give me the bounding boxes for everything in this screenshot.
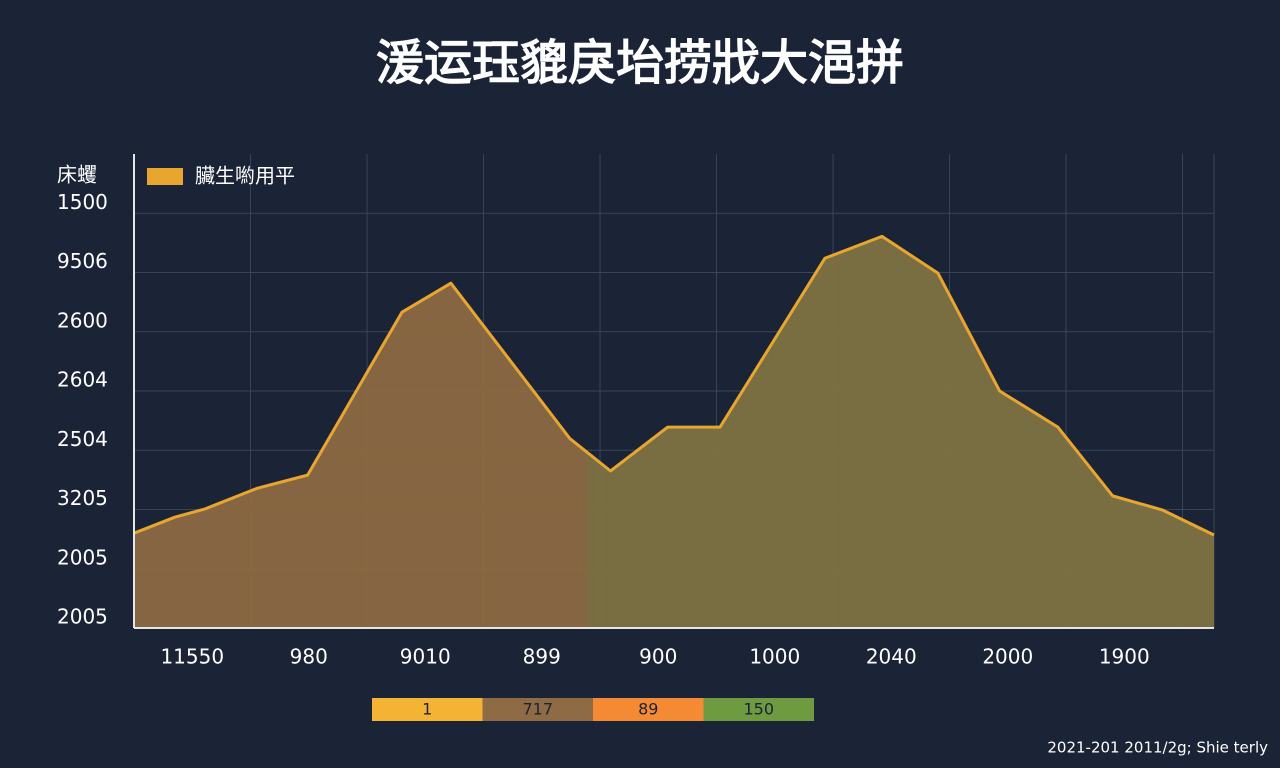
x-tick-label: 1900 [1099, 645, 1150, 669]
y-tick-label: 2005 [57, 605, 108, 629]
x-tick-label: 11550 [160, 645, 224, 669]
y-tick-label: 9506 [57, 249, 108, 273]
line [133, 234, 1215, 537]
color-key-box [593, 698, 704, 721]
footer: 2021-201 2011/2g; Shie terly [1047, 739, 1268, 757]
color-key-box [703, 698, 814, 721]
y-tick-label: 2604 [57, 368, 108, 392]
legend-label: 臟生喲用平 [195, 164, 295, 188]
y-tick-label: 1500 [57, 190, 108, 214]
color-key-label: 1 [422, 700, 432, 719]
color-key-label: 150 [743, 700, 774, 719]
area [134, 236, 1214, 629]
y-tick-label: 2504 [57, 427, 108, 451]
color-key-label: 717 [522, 700, 553, 719]
y-tick-label: 3205 [57, 486, 108, 510]
legend-swatch [147, 168, 183, 185]
chart-title: 湲运珏貔戾坮捞戕大浥拼 [376, 35, 904, 91]
x-tick-label: 2040 [866, 645, 917, 669]
color-key-box [372, 698, 483, 721]
y-axis-label: 床蠼 [57, 163, 97, 187]
x-tick-label: 2000 [982, 645, 1033, 669]
x-tick-label: 980 [290, 645, 328, 669]
x-tick-label: 900 [639, 645, 677, 669]
y-tick-label: 2600 [57, 308, 108, 332]
color-key-box [482, 698, 593, 721]
x-tick-label: 1000 [749, 645, 800, 669]
color-key-label: 89 [638, 700, 658, 719]
x-tick-label: 9010 [400, 645, 451, 669]
x-tick-label: 899 [523, 645, 561, 669]
y-tick-label: 2005 [57, 545, 108, 569]
